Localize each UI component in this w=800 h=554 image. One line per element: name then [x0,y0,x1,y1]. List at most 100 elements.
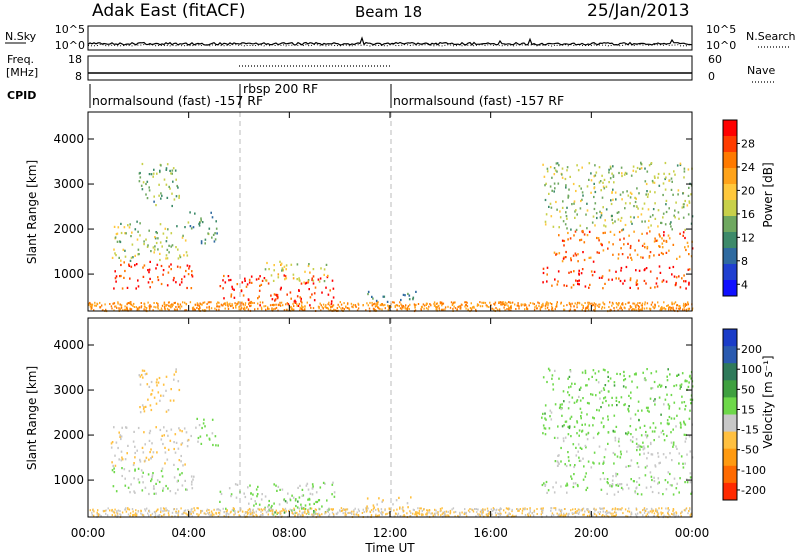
vel-cell [459,514,461,516]
vel-cell [196,507,198,510]
power-cell [544,198,547,202]
vel-cell [155,492,157,495]
power-cell [663,231,665,234]
power-cell [609,308,611,311]
power-cell [677,193,679,196]
vel-cell [146,507,148,510]
vel-cell [565,464,568,468]
power-cell [198,224,201,227]
power-cell [171,303,173,306]
power-cell [264,268,267,271]
power-cell [602,206,604,209]
power-cell [688,281,690,284]
vel-cell [649,510,652,513]
power-cell [271,298,274,301]
vel-cell [584,371,587,375]
power-cell [285,277,288,280]
power-cell [263,277,266,280]
power-cell [264,279,267,282]
power-cell [207,232,209,235]
power-cell [602,287,604,290]
vel-cell [454,510,457,513]
vel-cell [279,513,281,516]
power-cell [305,281,308,284]
vel-cell [569,417,572,420]
power-cell [633,205,635,208]
power-cell [186,254,189,257]
velocity-colorbar-swatch [723,380,737,398]
vel-cell [187,438,190,442]
vel-cell [382,511,384,514]
power-cell [122,309,124,312]
vel-cell [653,476,655,479]
power-cell [156,231,158,235]
vel-cell [550,507,552,510]
power-cell [551,284,553,287]
vel-cell [613,381,616,384]
power-cell [561,167,564,170]
power-cell [114,236,117,239]
vel-cell [234,510,236,512]
power-cell [662,193,664,197]
vel-cell [625,386,627,389]
power-cell [625,172,628,175]
vel-cell [327,508,329,511]
power-cell [660,308,662,311]
vel-cell [185,431,188,434]
power-cell [160,307,163,310]
vel-cell [653,430,656,433]
power-cell [643,307,646,310]
vel-cell [128,508,131,511]
power-cell [373,303,375,306]
vel-cell [560,514,562,517]
vel-cell [665,456,667,459]
vel-cell [521,512,523,515]
vel-cell [168,514,170,517]
power-cell [130,308,133,311]
power-cell [596,251,599,254]
power-cell [636,187,638,190]
power-cell [159,241,162,244]
power-cell [613,181,615,184]
power-cell [415,303,417,306]
vel-cell [568,401,571,404]
vel-cell [119,435,121,438]
power-cell [600,189,602,192]
power-cell [200,242,203,245]
power-cell [631,258,633,261]
vel-cell [399,507,401,510]
vel-cell [365,510,368,513]
power-cell [442,302,445,305]
power-cell [544,223,547,226]
vel-cell [662,493,664,496]
power-cell [483,301,485,304]
vel-cell [689,481,692,484]
vel-cell [431,512,433,515]
vel-cell [200,511,202,514]
power-cell [120,263,122,267]
power-cell [555,252,558,255]
vel-cell [627,487,630,490]
power-cell [116,232,119,235]
power-cell [637,215,639,219]
vel-cell [151,442,153,445]
vel-cell [416,512,418,515]
vel-cell [616,404,618,407]
power-cell [148,186,150,189]
power-cell [657,301,659,304]
vel-cell [581,508,584,511]
power-cell [630,220,632,223]
power-cell [109,303,111,305]
power-cell [452,307,454,310]
vel-cell [142,471,144,474]
power-cell [319,302,321,305]
vel-cell [554,369,556,372]
power-cell [615,270,617,273]
vel-cell [160,394,162,397]
vel-cell [140,469,143,472]
power-cell [669,306,671,309]
power-cell [384,303,386,306]
vel-cell [328,513,331,516]
vel-cell [467,509,470,512]
vel-cell [606,515,608,518]
